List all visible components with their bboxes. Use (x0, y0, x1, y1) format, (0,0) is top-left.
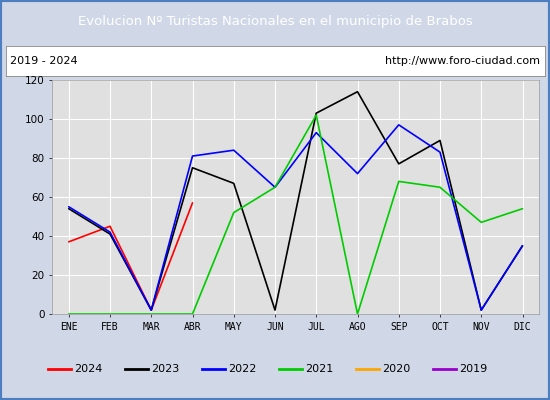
Text: 2019: 2019 (459, 364, 487, 374)
Text: 2020: 2020 (382, 364, 410, 374)
Text: 2019 - 2024: 2019 - 2024 (10, 56, 78, 66)
Text: http://www.foro-ciudad.com: http://www.foro-ciudad.com (385, 56, 540, 66)
Text: Evolucion Nº Turistas Nacionales en el municipio de Brabos: Evolucion Nº Turistas Nacionales en el m… (78, 14, 472, 28)
Text: 2023: 2023 (151, 364, 179, 374)
Text: 2021: 2021 (305, 364, 333, 374)
Text: 2024: 2024 (74, 364, 102, 374)
Text: 2022: 2022 (228, 364, 256, 374)
